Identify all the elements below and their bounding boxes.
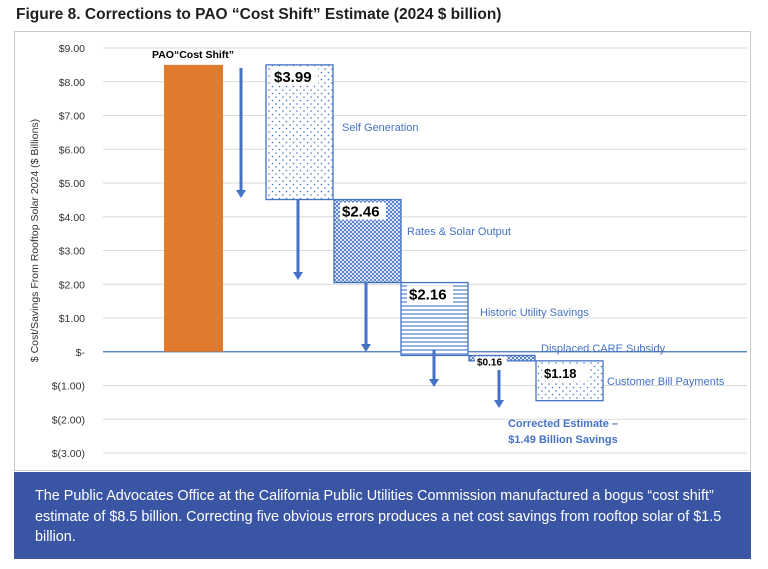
correction-name-label: Self Generation <box>342 122 418 134</box>
caption-box: The Public Advocates Office at the Calif… <box>14 472 751 559</box>
y-tick-label: $- <box>76 347 86 359</box>
y-tick-label: $(3.00) <box>52 448 85 460</box>
y-tick-label: $1.00 <box>59 313 85 325</box>
corrected-estimate-value: $1.49 Billion Savings <box>508 434 617 446</box>
pao-cost-shift-bar <box>164 64 223 352</box>
correction-value-label: $0.16 <box>477 357 502 368</box>
correction-name-label: Customer Bill Payments <box>607 376 725 388</box>
correction-value-label: $2.46 <box>342 204 380 221</box>
corrected-estimate-label: Corrected Estimate – <box>508 418 618 430</box>
waterfall-chart: $9.00 $8.00 $7.00 $6.00 $5.00 $4.00 $3.00 $2.00… <box>29 43 747 460</box>
down-arrow-head <box>361 344 371 352</box>
down-arrow-head <box>494 400 504 408</box>
y-tick-label: $5.00 <box>59 178 85 190</box>
chart-frame: $9.00 $8.00 $7.00 $6.00 $5.00 $4.00 $3.00 $2.00… <box>14 31 751 471</box>
caption-text: The Public Advocates Office at the Calif… <box>35 488 722 545</box>
correction-value-label: $2.16 <box>409 287 447 304</box>
y-tick-label: $4.00 <box>59 212 85 224</box>
down-arrow-head <box>429 379 439 387</box>
value-label-bg <box>475 356 507 368</box>
y-tick-label: $7.00 <box>59 111 85 123</box>
pao-cost-shift-label: PAO“Cost Shift” <box>152 49 234 61</box>
value-label-bg <box>272 67 318 85</box>
correction-name-label: Historic Utility Savings <box>480 307 589 319</box>
y-tick-label: $8.00 <box>59 77 85 89</box>
down-arrow-head <box>236 190 246 198</box>
value-label-bg <box>542 363 588 381</box>
correction-bar <box>265 64 334 201</box>
y-tick-label: $6.00 <box>59 144 85 156</box>
y-tick-label: $(2.00) <box>52 414 85 426</box>
y-tick-label: $(1.00) <box>52 381 85 393</box>
y-axis-title: $ Cost/Savings From Rooftop Solar 2024 (… <box>29 119 41 362</box>
value-label-bg <box>407 285 453 303</box>
value-label-bg <box>340 202 386 220</box>
y-tick-label: $9.00 <box>59 43 85 55</box>
y-tick-label: $2.00 <box>59 279 85 291</box>
figure-title: Figure 8. Corrections to PAO “Cost Shift… <box>16 6 502 23</box>
correction-name-label: Rates & Solar Output <box>407 226 511 238</box>
correction-value-label: $1.18 <box>544 366 577 381</box>
correction-value-label: $3.99 <box>274 69 312 86</box>
y-tick-label: $3.00 <box>59 246 85 258</box>
down-arrow-head <box>293 272 303 280</box>
correction-name-label: Displaced CARE Subsidy <box>541 343 666 355</box>
